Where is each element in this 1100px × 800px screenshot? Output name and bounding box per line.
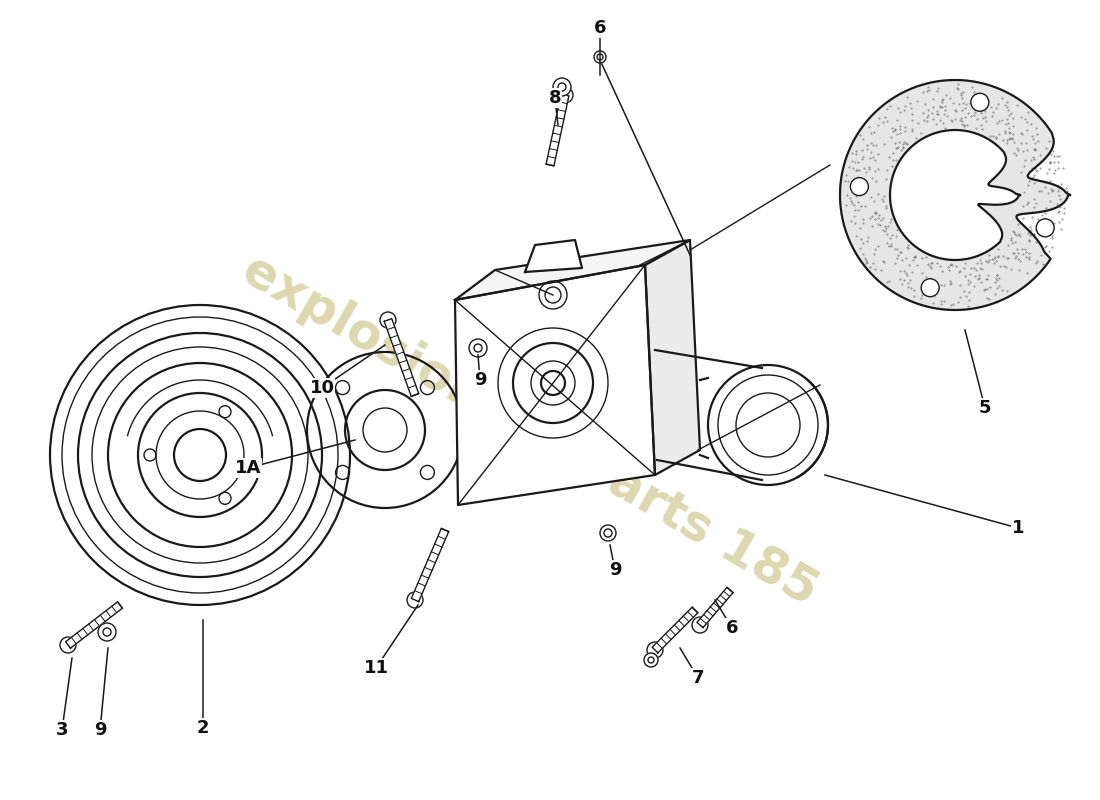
Circle shape <box>644 653 658 667</box>
Circle shape <box>1036 219 1054 237</box>
Text: 8: 8 <box>549 89 561 107</box>
Polygon shape <box>645 240 700 475</box>
Polygon shape <box>890 130 1020 260</box>
Text: 11: 11 <box>363 659 388 677</box>
Text: 1: 1 <box>1012 519 1024 537</box>
Circle shape <box>469 339 487 357</box>
Polygon shape <box>840 80 1070 310</box>
Circle shape <box>553 78 571 96</box>
Polygon shape <box>455 265 654 505</box>
Text: 9: 9 <box>608 561 622 579</box>
Circle shape <box>98 623 116 641</box>
Text: 9: 9 <box>474 371 486 389</box>
Polygon shape <box>455 240 690 300</box>
Text: 1A: 1A <box>234 459 261 477</box>
Circle shape <box>594 51 606 63</box>
Text: 9: 9 <box>94 721 107 739</box>
Text: 6: 6 <box>726 619 738 637</box>
Polygon shape <box>384 318 419 396</box>
Text: explosion for parts 185: explosion for parts 185 <box>234 245 826 615</box>
Circle shape <box>850 178 868 196</box>
Polygon shape <box>697 587 733 628</box>
Polygon shape <box>525 240 582 272</box>
Circle shape <box>971 94 989 111</box>
Text: 6: 6 <box>594 19 606 37</box>
Text: 3: 3 <box>56 721 68 739</box>
Polygon shape <box>411 529 449 602</box>
Polygon shape <box>546 94 569 166</box>
Circle shape <box>921 278 939 297</box>
Text: 5: 5 <box>979 399 991 417</box>
Text: 7: 7 <box>692 669 704 687</box>
Polygon shape <box>66 602 122 648</box>
Text: 2: 2 <box>197 719 209 737</box>
Polygon shape <box>652 607 697 653</box>
Circle shape <box>600 525 616 541</box>
Text: 10: 10 <box>309 379 334 397</box>
